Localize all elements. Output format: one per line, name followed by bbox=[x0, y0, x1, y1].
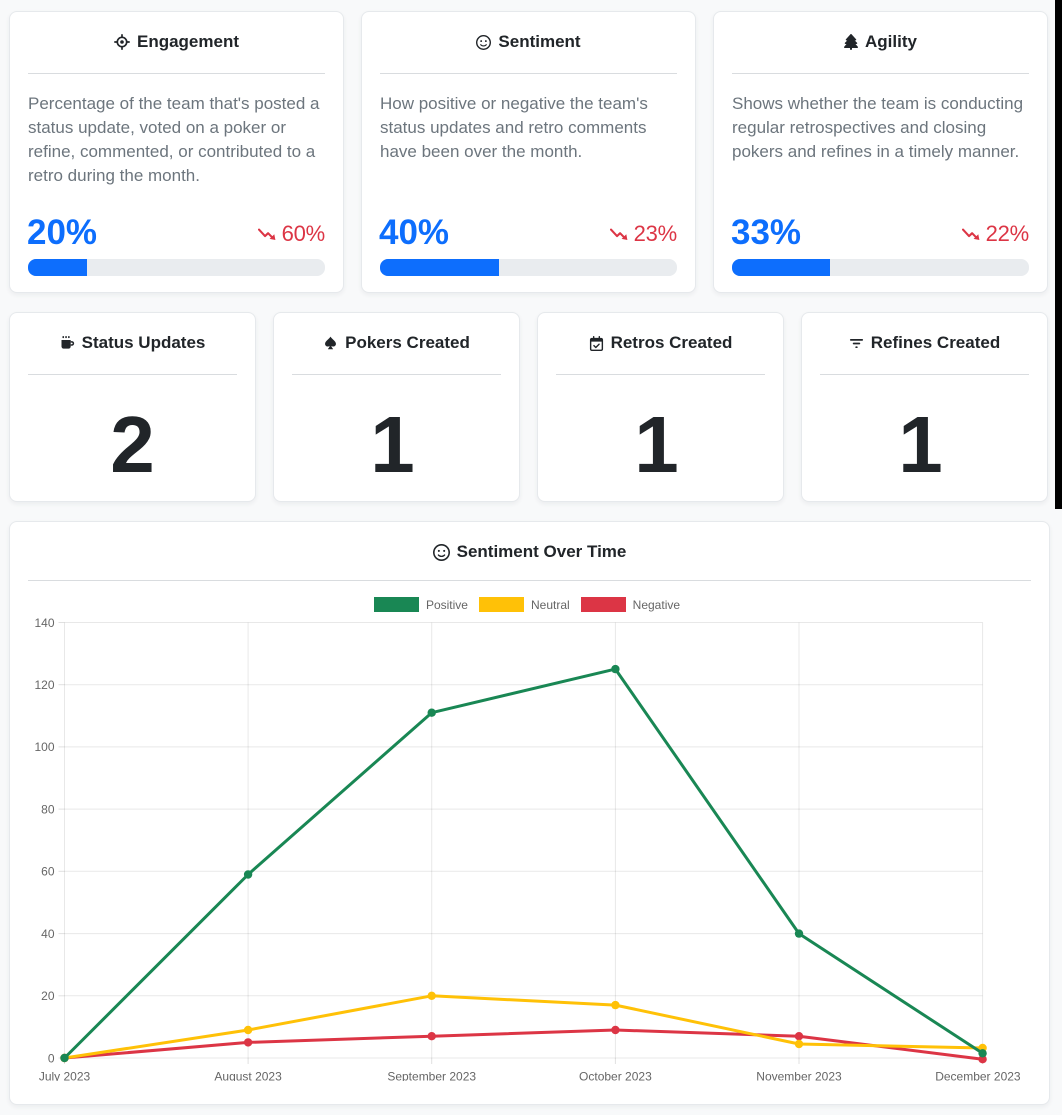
svg-text:20: 20 bbox=[41, 989, 55, 1003]
svg-text:0: 0 bbox=[48, 1051, 55, 1065]
svg-text:120: 120 bbox=[34, 678, 54, 692]
svg-text:December 2023: December 2023 bbox=[935, 1070, 1021, 1082]
svg-text:September 2023: September 2023 bbox=[387, 1070, 476, 1082]
svg-text:July 2023: July 2023 bbox=[39, 1070, 91, 1082]
svg-text:40: 40 bbox=[41, 927, 55, 941]
svg-text:100: 100 bbox=[34, 740, 54, 754]
svg-text:October 2023: October 2023 bbox=[579, 1070, 652, 1082]
svg-text:August 2023: August 2023 bbox=[214, 1070, 282, 1082]
svg-text:80: 80 bbox=[41, 802, 55, 816]
svg-text:November 2023: November 2023 bbox=[756, 1070, 842, 1082]
svg-text:140: 140 bbox=[34, 616, 54, 630]
svg-text:60: 60 bbox=[41, 865, 55, 879]
